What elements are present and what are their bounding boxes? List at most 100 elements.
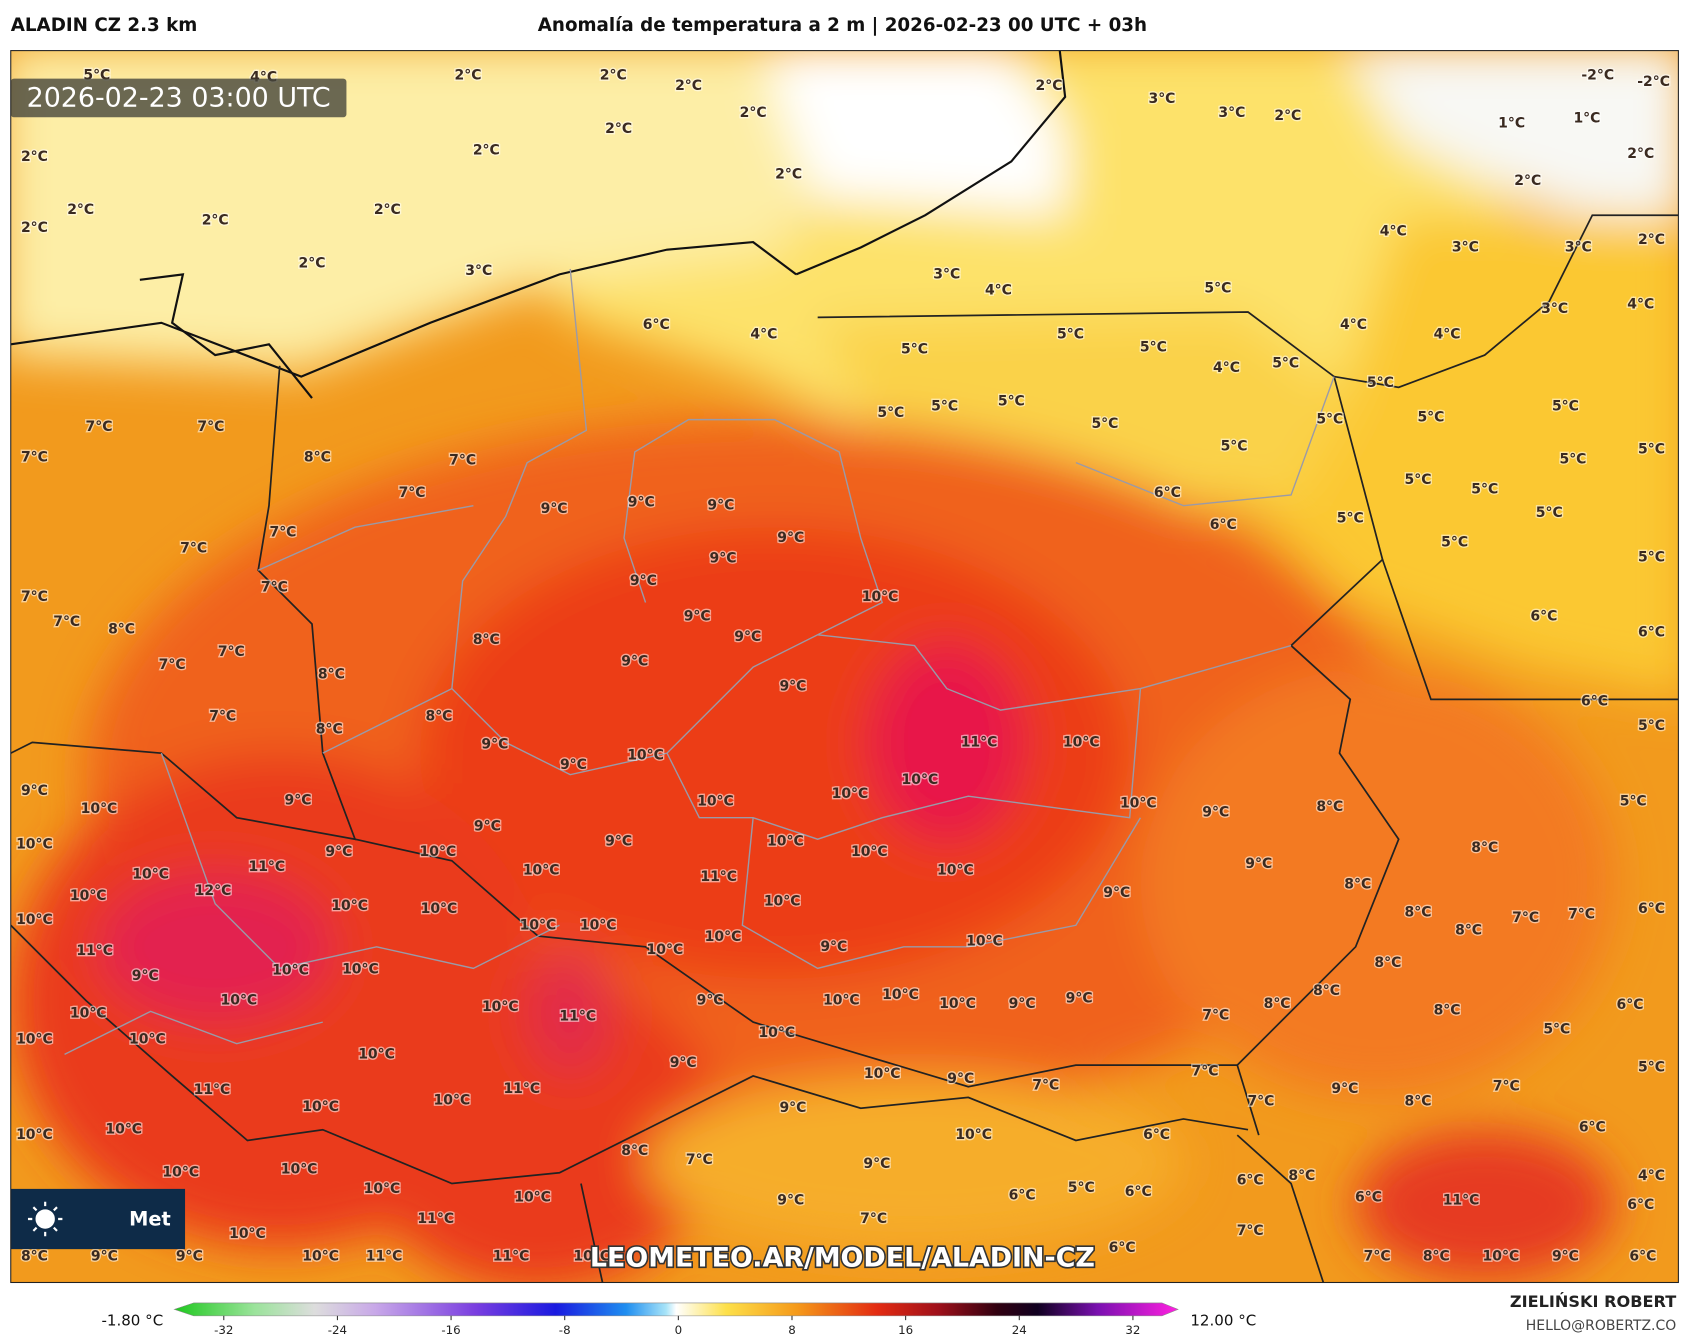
temperature-label: 5°C	[1638, 718, 1665, 734]
temperature-label: 10°C	[697, 794, 734, 810]
temperature-label: 8°C	[21, 1249, 48, 1265]
temperature-label: 9°C	[684, 609, 711, 625]
temperature-label: 6°C	[1638, 901, 1665, 917]
temperature-label: 4°C	[1380, 223, 1407, 239]
temperature-label: 8°C	[1316, 799, 1343, 815]
temperature-label: 7°C	[860, 1211, 887, 1227]
temperature-label: 10°C	[647, 942, 684, 958]
temperature-label: 10°C	[331, 898, 368, 914]
temperature-label: 7°C	[159, 657, 186, 673]
temperature-label: 10°C	[342, 961, 379, 977]
temperature-label: 3°C	[1452, 239, 1479, 255]
temperature-label: 8°C	[316, 721, 343, 737]
temperature-label: 7°C	[21, 589, 48, 605]
temperature-label: 10°C	[862, 589, 899, 605]
temperature-label: 9°C	[176, 1249, 203, 1265]
temperature-label: 6°C	[1616, 997, 1643, 1013]
temperature-label: 8°C	[1434, 1002, 1461, 1018]
temperature-label: 2°C	[1627, 146, 1654, 162]
temperature-label: 9°C	[628, 494, 655, 510]
temperature-label: 7°C	[1568, 907, 1595, 923]
temperature-label: 3°C	[1218, 105, 1245, 121]
temperature-label: 10°C	[902, 772, 939, 788]
temperature-label: 9°C	[1245, 856, 1272, 872]
temperature-label: 7°C	[399, 485, 426, 501]
temperature-label: 7°C	[85, 419, 112, 435]
timestamp: 2026-02-23 03:00 UTC	[27, 83, 331, 114]
temperature-label: 6°C	[1143, 1127, 1170, 1143]
temperature-label: 10°C	[358, 1046, 395, 1062]
temperature-label: 9°C	[863, 1156, 890, 1172]
temperature-label: 10°C	[16, 1127, 53, 1143]
temperature-label: 9°C	[697, 993, 724, 1009]
temperature-label: 9°C	[325, 844, 352, 860]
temperature-label: 7°C	[53, 614, 80, 630]
temperature-label: 7°C	[261, 579, 288, 595]
temperature-label: 8°C	[473, 632, 500, 648]
temperature-label: 10°C	[132, 867, 169, 883]
temperature-label: 10°C	[966, 933, 1003, 949]
temperature-label: 8°C	[621, 1143, 648, 1159]
temperature-label: 9°C	[1331, 1081, 1358, 1097]
temperature-label: 1°C	[1498, 116, 1525, 132]
temperature-label: 2°C	[21, 149, 48, 165]
temperature-label: 2°C	[21, 220, 48, 236]
colorbar-tick-label: -8	[559, 1323, 571, 1337]
temperature-label: 6°C	[1581, 694, 1608, 710]
temperature-label: 10°C	[520, 917, 557, 933]
temperature-label: 8°C	[425, 709, 452, 725]
temperature-label: 5°C	[1552, 399, 1579, 415]
temperature-label: 10°C	[421, 901, 458, 917]
temperature-label: 10°C	[767, 833, 804, 849]
temperature-label: 10°C	[81, 801, 118, 817]
temperature-label: 10°C	[70, 888, 107, 904]
temperature-label: 9°C	[707, 498, 734, 514]
temperature-label: 9°C	[91, 1249, 118, 1265]
temperature-label: 5°C	[1091, 416, 1118, 432]
temperature-label: 7°C	[1512, 910, 1539, 926]
temperature-label: 9°C	[560, 757, 587, 773]
colorbar-tick-label: 0	[675, 1323, 683, 1337]
temperature-label: 5°C	[1620, 794, 1647, 810]
colorbar-tick-label: 8	[788, 1323, 796, 1337]
temperature-label: 10°C	[16, 837, 53, 853]
temperature-label: 7°C	[1202, 1008, 1229, 1024]
temperature-label: 9°C	[481, 737, 508, 753]
temperature-label: 5°C	[1316, 412, 1343, 428]
temperature-label: 9°C	[777, 530, 804, 546]
temperature-label: 4°C	[750, 327, 777, 343]
temperature-label: 10°C	[573, 1249, 610, 1265]
temperature-label: 10°C	[937, 862, 974, 878]
regional-borders	[64, 268, 1335, 1056]
temperature-label: 2°C	[374, 202, 401, 218]
temperature-label: 10°C	[302, 1099, 339, 1115]
temperature-label: 4°C	[1340, 317, 1367, 333]
temperature-label: 4°C	[1627, 297, 1654, 313]
temperature-label: 6°C	[1009, 1187, 1036, 1203]
temperature-label: 4°C	[985, 283, 1012, 299]
temperature-label: 2°C	[1036, 78, 1063, 94]
temperature-label: 3°C	[465, 263, 492, 279]
temperature-label: 7°C	[1237, 1223, 1264, 1239]
temperature-label: 8°C	[1374, 955, 1401, 971]
temperature-label: 5°C	[1405, 472, 1432, 488]
temperature-label: 10°C	[16, 912, 53, 928]
temperature-label: 10°C	[1483, 1249, 1520, 1265]
temperature-label: 10°C	[523, 862, 560, 878]
temperature-label: 6°C	[1237, 1172, 1264, 1188]
temperature-label: 9°C	[21, 783, 48, 799]
temperature-label: 5°C	[1337, 511, 1364, 527]
temperature-label: 5°C	[1536, 505, 1563, 521]
temperature-label: 5°C	[877, 405, 904, 421]
temperature-label: 2°C	[1514, 173, 1541, 189]
temperature-label: 10°C	[272, 962, 309, 978]
temperature-label: 11°C	[248, 859, 285, 875]
temperature-label: 8°C	[1313, 983, 1340, 999]
map-title: Anomalía de temperatura a 2 m | 2026-02-…	[538, 15, 1147, 36]
temperature-label: 10°C	[70, 1006, 107, 1022]
colorbar-tick-label: 32	[1125, 1323, 1140, 1337]
temperature-label: 2°C	[1274, 108, 1301, 124]
watermark: LEOMETEO.AR/MODEL/ALADIN-CZ	[590, 1242, 1095, 1273]
temperature-label: 9°C	[541, 501, 568, 517]
temperature-label: 2°C	[675, 78, 702, 94]
